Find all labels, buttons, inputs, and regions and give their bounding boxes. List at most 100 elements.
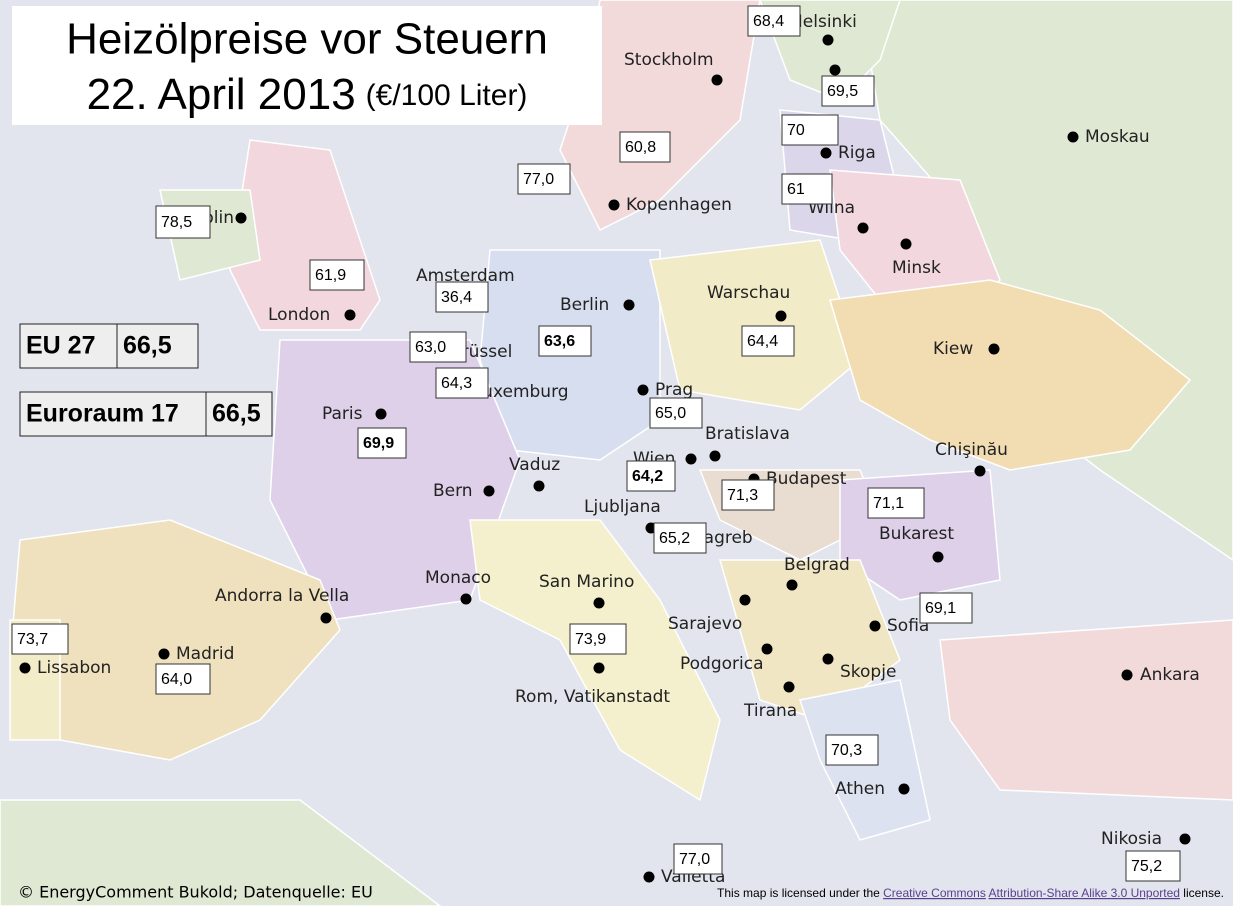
city-dot <box>344 309 356 321</box>
city-dot <box>1179 833 1191 845</box>
date: 22. April 2013 <box>87 70 356 119</box>
city-label: Bukarest <box>879 524 954 544</box>
price-label: 69,9 <box>363 435 394 452</box>
city-label: Kopenhagen <box>626 195 732 215</box>
price-label: 64,0 <box>161 671 192 688</box>
price-label: 70 <box>787 122 805 139</box>
license: This map is licensed under the Creative … <box>717 886 1224 900</box>
city-dot <box>483 485 495 497</box>
summary-value-box <box>116 323 199 369</box>
city-label: Riga <box>838 143 876 163</box>
summary-label: EU 27 <box>26 332 95 360</box>
city-label: Monaco <box>425 568 491 588</box>
summary-value: 66,5 <box>212 400 261 428</box>
price-label: 63,6 <box>544 333 575 350</box>
city-dot <box>822 34 834 46</box>
price-box <box>155 205 211 239</box>
city-dot <box>761 643 773 655</box>
city-dot <box>739 594 751 606</box>
city-dot <box>608 199 620 211</box>
city-label: Amsterdam <box>416 266 515 286</box>
summary: EU 27 66,5 Euroraum 17 66,5 <box>19 323 273 437</box>
price-box <box>538 325 592 357</box>
city-dot <box>857 222 869 234</box>
price-box <box>741 325 795 357</box>
city-dot <box>869 620 881 632</box>
price-box <box>721 479 775 511</box>
price-box <box>781 173 833 205</box>
subtitle: 22. April 2013 (€/100 Liter) <box>87 70 528 119</box>
city-label: Nikosia <box>1101 829 1162 849</box>
city-dot <box>637 384 649 396</box>
license-link[interactable]: Creative Commons <box>883 886 986 900</box>
price-box <box>155 663 211 695</box>
city-dot <box>820 147 832 159</box>
city-label: Rom, Vatikanstadt <box>515 687 670 707</box>
price-label: 69,5 <box>827 83 858 100</box>
city-dot <box>822 653 834 665</box>
price-box <box>626 460 676 492</box>
price-box <box>435 281 489 313</box>
price-label: 77,0 <box>679 851 710 868</box>
city-label: Helsinki <box>790 12 857 32</box>
price-box <box>653 522 707 554</box>
city-label: Luxemburg <box>473 382 569 402</box>
price-label: 75,2 <box>1131 858 1162 875</box>
city-dot <box>829 64 841 76</box>
price-label: 64,2 <box>632 468 663 485</box>
price-label: 36,4 <box>441 289 472 306</box>
price-box <box>357 427 407 459</box>
city-label: Moskau <box>1085 127 1150 147</box>
price-label: 65,0 <box>655 405 686 422</box>
price-box <box>747 5 801 37</box>
city-dot <box>685 453 697 465</box>
price-box <box>673 843 723 875</box>
city-dot <box>988 343 1000 355</box>
price-label: 73,7 <box>17 631 48 648</box>
price-box <box>309 259 365 291</box>
city-dot <box>593 597 605 609</box>
title: Heizölpreise vor Steuern <box>66 15 548 64</box>
city-dot <box>898 783 910 795</box>
price-label: 73,9 <box>575 631 606 648</box>
license-link[interactable]: Attribution-Share Alike 3.0 Unported <box>989 886 1180 900</box>
price-box <box>1125 850 1181 882</box>
license-suffix: license. <box>1180 886 1224 900</box>
summary-label: Euroraum 17 <box>26 400 179 428</box>
city-label: Andorra la Vella <box>215 586 349 606</box>
title-box <box>12 6 602 125</box>
city-label: Stockholm <box>624 50 714 70</box>
city-label: Ljubljana <box>584 497 661 517</box>
city-dot <box>974 465 986 477</box>
license-prefix: This map is licensed under the <box>717 886 883 900</box>
city-dot <box>158 648 170 660</box>
price-label: 64,4 <box>747 333 778 350</box>
price-box <box>619 131 671 163</box>
city-dot <box>932 551 944 563</box>
city-label: Warschau <box>707 283 790 303</box>
city-label: Bratislava <box>705 424 790 444</box>
city-dot <box>19 662 31 674</box>
prices: 68,4 69,5 70 61 60,8 77,0 78,5 61,9 36,4 63,0 63,6… <box>11 5 1181 882</box>
city-label: Sarajevo <box>668 614 742 634</box>
price-label: 78,5 <box>161 214 192 231</box>
city-label: Vaduz <box>509 455 560 475</box>
city-dot <box>375 408 387 420</box>
city-label: Tirana <box>743 701 797 721</box>
price-label: 64,3 <box>441 375 472 392</box>
price-label: 77,0 <box>523 171 554 188</box>
city-dot <box>1121 669 1133 681</box>
city-label: Lissabon <box>37 658 111 678</box>
price-box <box>825 734 879 766</box>
city-label: London <box>268 305 330 325</box>
price-box <box>409 331 467 363</box>
price-box <box>867 487 925 519</box>
city-label: Belgrad <box>784 555 850 575</box>
city-label: Paris <box>322 404 363 424</box>
price-label: 60,8 <box>625 139 656 156</box>
city-label: Podgorica <box>680 654 764 674</box>
city-dot <box>786 579 798 591</box>
price-box <box>649 397 703 429</box>
price-box <box>435 367 489 399</box>
